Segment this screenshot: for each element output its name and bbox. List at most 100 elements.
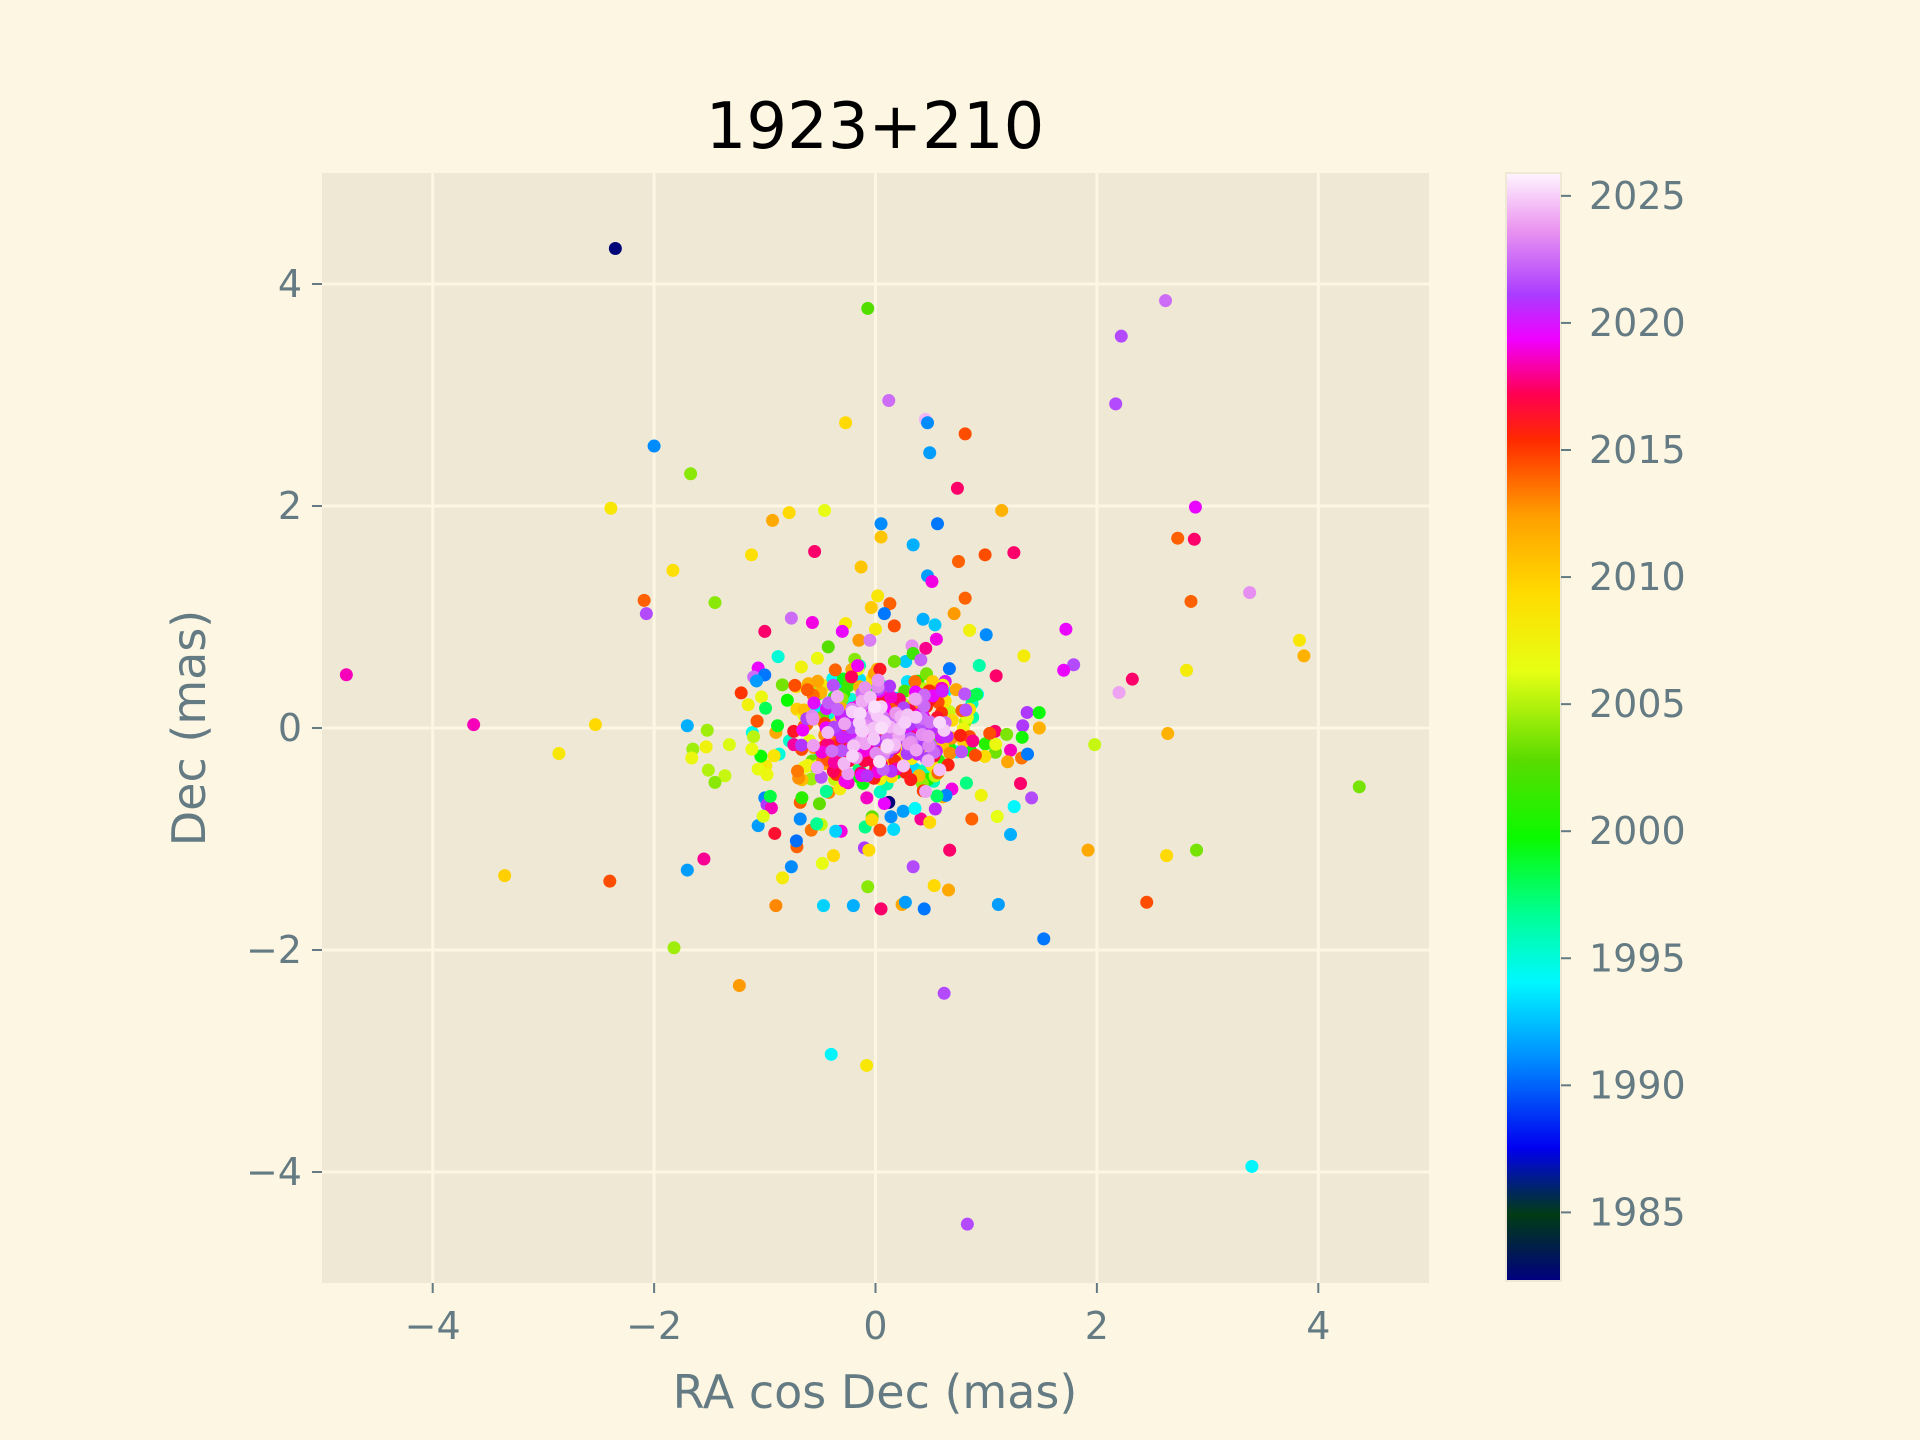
scatter-point — [978, 749, 992, 763]
y-tick-label: 4 — [278, 262, 302, 306]
scatter-point — [958, 591, 972, 605]
scatter-point — [950, 481, 964, 495]
scatter-point — [865, 813, 879, 827]
scatter-point — [863, 633, 877, 647]
scatter-point — [906, 860, 920, 874]
scatter-point — [943, 746, 957, 760]
scatter-point — [846, 899, 860, 913]
scatter-point — [666, 563, 680, 577]
scatter-point — [701, 763, 715, 777]
scatter-point — [829, 824, 843, 838]
scatter-point — [784, 611, 798, 625]
colorbar-gradient — [1505, 172, 1562, 1282]
scatter-point — [935, 684, 949, 698]
scatter-point — [810, 761, 824, 775]
colorbar-tick-label: 2015 — [1589, 428, 1686, 472]
scatter-point — [989, 669, 1003, 683]
scatter-point — [700, 723, 714, 737]
x-tick-label: 0 — [863, 1304, 887, 1348]
scatter-point — [877, 796, 891, 810]
scatter-point — [828, 663, 842, 677]
scatter-point — [760, 768, 774, 782]
scatter-point — [1125, 672, 1139, 686]
x-axis-ticks: −4 −2 0 2 4 — [405, 1283, 1330, 1348]
scatter-point — [708, 596, 722, 610]
scatter-point — [766, 513, 780, 527]
scatter-point — [821, 640, 835, 654]
scatter-point — [722, 738, 736, 752]
scatter-point — [699, 740, 713, 754]
scatter-point — [860, 791, 874, 805]
scatter-point — [1159, 294, 1173, 308]
scatter-point — [908, 801, 922, 815]
scatter-point — [928, 618, 942, 632]
scatter-point — [467, 718, 481, 732]
scatter-point — [923, 815, 937, 829]
scatter-point — [1171, 531, 1185, 545]
scatter-point — [637, 593, 651, 607]
scatter-point — [1088, 738, 1102, 752]
scatter-point — [826, 849, 840, 863]
colorbar-ticks: 1985 1990 1995 2000 2005 2010 2015 2020 2025 — [1561, 174, 1686, 1234]
scatter-point — [959, 703, 973, 717]
scatter-point — [968, 748, 982, 762]
scatter-point — [800, 683, 814, 697]
scatter-point — [768, 826, 782, 840]
scatter-point — [831, 702, 845, 716]
scatter-point — [1014, 777, 1028, 790]
scatter-point — [745, 742, 759, 756]
scatter-point — [1000, 727, 1014, 741]
scatter-point — [869, 622, 882, 636]
scatter-point — [1352, 780, 1366, 794]
scatter-point — [990, 809, 1004, 823]
scatter-point — [1187, 532, 1201, 546]
scatter-point — [909, 710, 923, 724]
scatter-point — [1016, 719, 1030, 733]
scatter-point — [810, 651, 824, 665]
scatter-point — [884, 690, 898, 704]
scatter-point — [1021, 747, 1035, 761]
scatter-point — [825, 744, 839, 758]
scatter-point — [991, 897, 1005, 911]
scatter-point — [1032, 721, 1046, 735]
scatter-point — [922, 739, 936, 753]
scatter-point — [835, 624, 849, 638]
scatter-point — [788, 678, 802, 692]
scatter-point — [1184, 594, 1198, 608]
scatter-point — [853, 706, 867, 720]
scatter-point — [921, 416, 935, 430]
scatter-point — [947, 607, 961, 621]
scatter-point — [978, 737, 992, 751]
scatter-point — [782, 506, 796, 520]
scatter-point — [647, 439, 661, 453]
y-tick-label: 0 — [278, 706, 302, 750]
scatter-point — [943, 843, 957, 857]
scatter-point — [808, 545, 822, 559]
scatter-point — [608, 241, 622, 255]
scatter-point — [845, 670, 859, 684]
scatter-point — [811, 674, 825, 688]
scatter-point — [680, 863, 694, 877]
scatter-point — [816, 899, 830, 913]
scatter-point — [758, 624, 772, 638]
scatter-point — [839, 416, 853, 430]
scatter-point — [908, 675, 922, 689]
scatter-point — [933, 716, 947, 730]
scatter-point — [826, 678, 840, 692]
scatter-point — [854, 560, 868, 574]
scatter-point — [909, 743, 923, 757]
colorbar-tick-label: 1995 — [1589, 936, 1686, 980]
scatter-point — [958, 427, 972, 441]
scatter-point — [1297, 649, 1311, 663]
scatter-point — [921, 729, 935, 743]
scatter-point — [887, 654, 901, 668]
scatter-point — [750, 714, 764, 728]
scatter-point — [1180, 663, 1194, 677]
scatter-point — [771, 650, 785, 664]
scatter-point — [806, 712, 820, 726]
scatter-point — [852, 633, 866, 647]
scatter-point — [1112, 685, 1126, 699]
scatter-point — [1007, 546, 1021, 560]
scatter-point — [796, 723, 810, 737]
